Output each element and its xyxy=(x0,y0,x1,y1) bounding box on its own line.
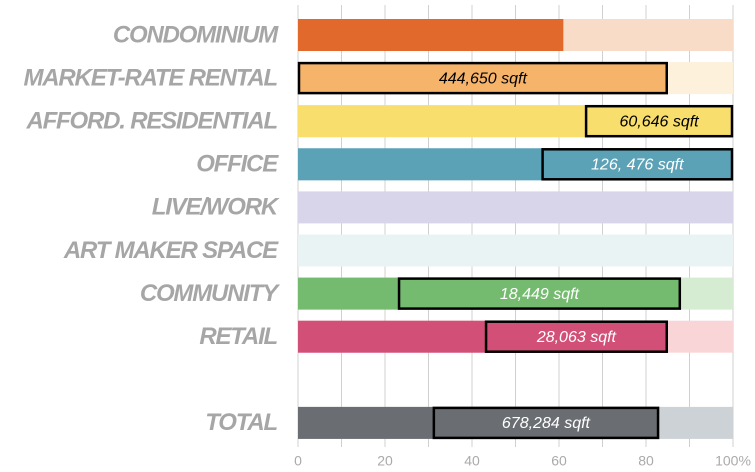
range-box xyxy=(541,148,734,181)
category-label: TOTAL xyxy=(205,409,277,436)
category-label: MARKET-RATE RENTAL xyxy=(24,64,278,91)
category-label: COMMUNITY xyxy=(140,280,280,307)
range-label: 60,646 sqft xyxy=(619,113,699,130)
category-label: LIVE/WORK xyxy=(152,194,280,221)
bar xyxy=(298,277,681,310)
x-tick-label: 100% xyxy=(715,453,751,469)
range-box xyxy=(484,320,668,353)
range-box xyxy=(584,104,734,138)
category-label: AFFORD. RESIDENTIAL xyxy=(25,108,277,135)
range-box xyxy=(297,61,668,95)
range-label: 678,284 sqft xyxy=(502,415,591,432)
bar xyxy=(298,19,564,51)
bar xyxy=(298,320,668,353)
x-tick-label: 40 xyxy=(464,453,480,469)
category-label: OFFICE xyxy=(196,151,279,178)
x-tick-label: 80 xyxy=(638,453,654,469)
range-label: 444,650 sqft xyxy=(439,70,528,87)
range-label: 126, 476 sqft xyxy=(591,157,684,174)
category-label: RETAIL xyxy=(199,323,277,350)
range-box xyxy=(432,406,660,440)
bar xyxy=(298,62,668,95)
bar-track xyxy=(298,191,733,224)
range-label: 18,449 sqft xyxy=(500,286,580,303)
range-label: 28,063 sqft xyxy=(536,329,617,346)
bar xyxy=(298,105,733,138)
bar-track xyxy=(298,234,733,267)
x-tick-label: 20 xyxy=(377,453,393,469)
category-label: ART MAKER SPACE xyxy=(63,237,279,264)
category-label: CONDOMINIUM xyxy=(113,21,279,48)
bar xyxy=(298,406,660,439)
bar xyxy=(298,148,733,181)
x-tick-label: 60 xyxy=(551,453,567,469)
range-box xyxy=(397,277,682,310)
x-tick-label: 0 xyxy=(294,453,302,469)
